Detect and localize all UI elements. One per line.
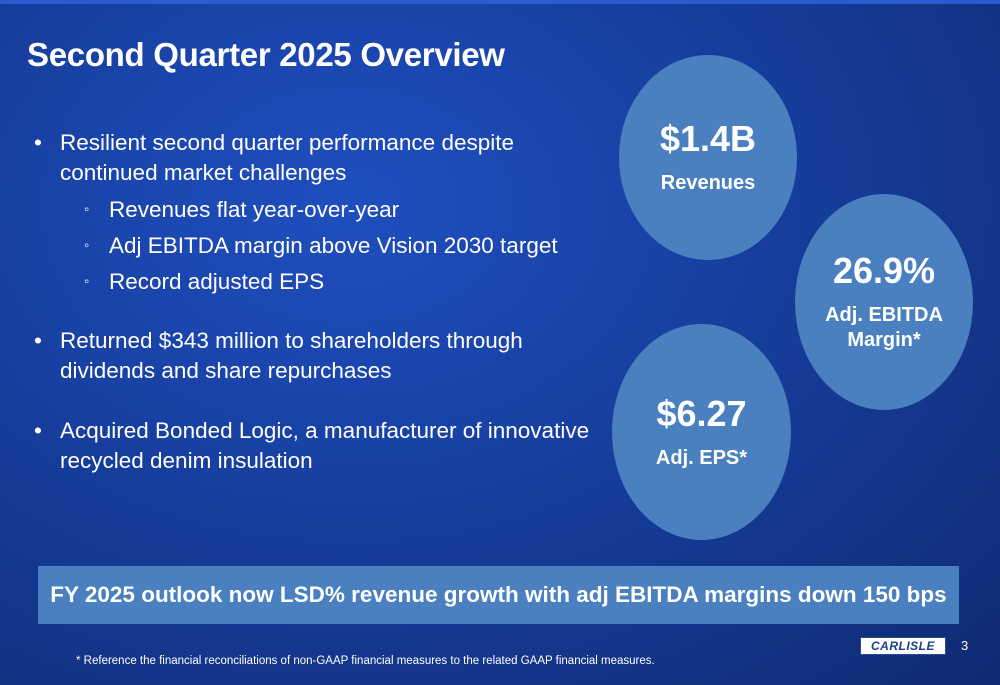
metric-eps-circle: $6.27 Adj. EPS* — [612, 324, 791, 540]
bullet-item: • Resilient second quarter performance d… — [34, 128, 604, 188]
footnote: * Reference the financial reconciliation… — [76, 655, 655, 667]
sub-bullet-item: ◦ Adj EBITDA margin above Vision 2030 ta… — [34, 228, 604, 264]
bullet-item: • Returned $343 million to shareholders … — [34, 326, 604, 386]
metric-label: Revenues — [660, 172, 756, 194]
sub-bullet-marker: ◦ — [84, 201, 90, 218]
metric-value: $6.27 — [656, 392, 747, 434]
bullet-list: • Resilient second quarter performance d… — [34, 128, 604, 476]
sub-bullet-item: ◦ Record adjusted EPS — [34, 264, 604, 300]
spacer — [34, 300, 604, 326]
sub-bullet-text: Revenues flat year-over-year — [109, 197, 400, 222]
sub-bullet-marker: ◦ — [84, 237, 90, 254]
metric-label: Adj. EPS* — [655, 446, 748, 469]
bullet-text: Returned $343 million to shareholders th… — [60, 328, 523, 383]
metric-value: 26.9% — [832, 250, 936, 291]
bullet-marker: • — [34, 418, 42, 443]
logo-text: CARLISLE — [871, 639, 935, 653]
metric-ebitda-margin-circle: 26.9% Adj. EBITDA Margin* — [795, 194, 973, 410]
bullet-text: Acquired Bonded Logic, a manufacturer of… — [60, 418, 590, 473]
carlisle-logo: CARLISLE — [860, 637, 946, 655]
sub-bullet-item: ◦ Revenues flat year-over-year — [34, 192, 604, 228]
metric-revenues-circle: $1.4B Revenues — [619, 55, 797, 260]
bullet-text: Resilient second quarter performance des… — [60, 130, 514, 185]
outlook-banner: FY 2025 outlook now LSD% revenue growth … — [38, 566, 959, 624]
slide-title: Second Quarter 2025 Overview — [27, 36, 505, 73]
bullet-marker: • — [34, 328, 42, 353]
metric-value: $1.4B — [659, 118, 757, 159]
sub-bullet-text: Record adjusted EPS — [109, 269, 325, 294]
spacer — [34, 386, 604, 416]
sub-bullet-marker: ◦ — [84, 273, 90, 290]
bullet-item: • Acquired Bonded Logic, a manufacturer … — [34, 416, 604, 476]
bullet-marker: • — [34, 130, 42, 155]
page-number: 3 — [961, 638, 969, 653]
metric-label: Adj. EBITDA Margin* — [825, 304, 943, 351]
sub-bullet-text: Adj EBITDA margin above Vision 2030 targ… — [109, 233, 558, 258]
